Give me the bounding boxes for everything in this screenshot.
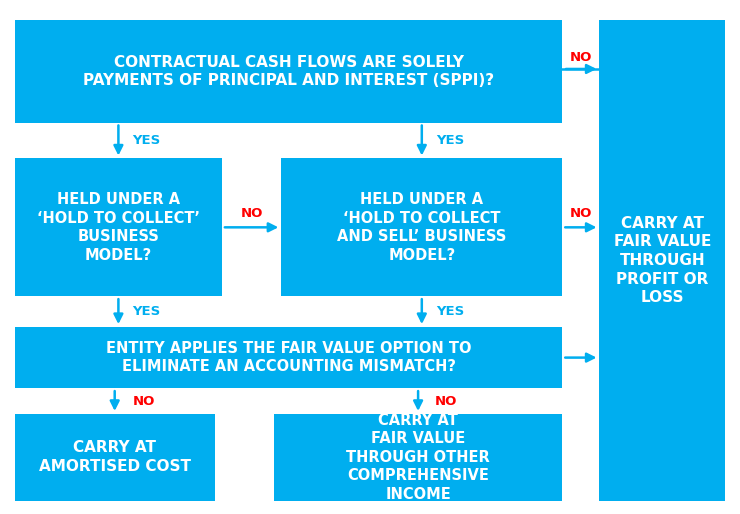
- Text: CARRY AT
FAIR VALUE
THROUGH
PROFIT OR
LOSS: CARRY AT FAIR VALUE THROUGH PROFIT OR LO…: [613, 216, 711, 305]
- FancyBboxPatch shape: [274, 414, 562, 501]
- FancyBboxPatch shape: [15, 327, 562, 388]
- Text: YES: YES: [132, 305, 161, 318]
- Text: NO: NO: [435, 395, 457, 408]
- Text: HELD UNDER A
‘HOLD TO COLLECT’
BUSINESS
MODEL?: HELD UNDER A ‘HOLD TO COLLECT’ BUSINESS …: [37, 192, 200, 263]
- Text: CONTRACTUAL CASH FLOWS ARE SOLELY
PAYMENTS OF PRINCIPAL AND INTEREST (SPPI)?: CONTRACTUAL CASH FLOWS ARE SOLELY PAYMEN…: [83, 54, 494, 88]
- FancyBboxPatch shape: [15, 21, 562, 123]
- Text: YES: YES: [132, 134, 161, 147]
- Text: YES: YES: [436, 305, 464, 318]
- Text: NO: NO: [570, 51, 592, 64]
- FancyBboxPatch shape: [281, 158, 562, 296]
- Text: NO: NO: [570, 207, 592, 219]
- Text: NO: NO: [240, 207, 263, 219]
- Text: CARRY AT
AMORTISED COST: CARRY AT AMORTISED COST: [38, 440, 191, 474]
- Text: YES: YES: [436, 134, 464, 147]
- Text: ENTITY APPLIES THE FAIR VALUE OPTION TO
ELIMINATE AN ACCOUNTING MISMATCH?: ENTITY APPLIES THE FAIR VALUE OPTION TO …: [106, 341, 471, 374]
- FancyBboxPatch shape: [599, 21, 725, 501]
- Text: CARRY AT
FAIR VALUE
THROUGH OTHER
COMPREHENSIVE
INCOME: CARRY AT FAIR VALUE THROUGH OTHER COMPRE…: [346, 413, 490, 502]
- Text: NO: NO: [133, 395, 155, 408]
- FancyBboxPatch shape: [15, 414, 215, 501]
- FancyBboxPatch shape: [15, 158, 222, 296]
- Text: HELD UNDER A
‘HOLD TO COLLECT
AND SELL’ BUSINESS
MODEL?: HELD UNDER A ‘HOLD TO COLLECT AND SELL’ …: [337, 192, 506, 263]
